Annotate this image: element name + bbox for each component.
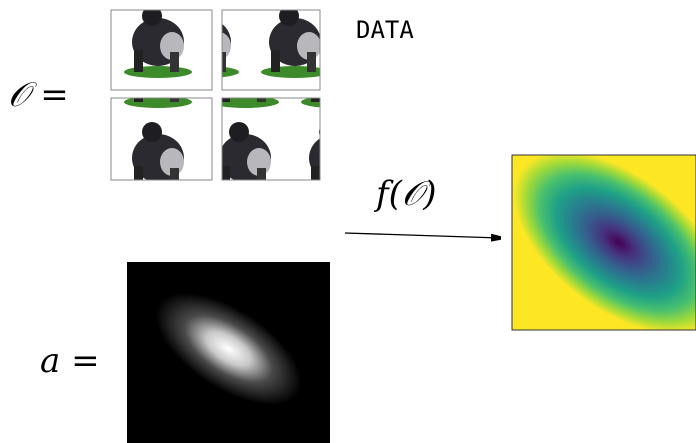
diagram: 𝒪 = DATA f(𝒪) a =: [0, 0, 696, 443]
output-heatmap: [512, 155, 696, 330]
arrow: [345, 233, 500, 238]
data-label: DATA: [356, 16, 414, 44]
attention-map: [127, 262, 330, 443]
function-label: f(𝒪): [373, 174, 437, 214]
observations-label: 𝒪 =: [8, 75, 69, 115]
attention-label: a =: [40, 341, 100, 381]
tiles: [111, 6, 369, 194]
